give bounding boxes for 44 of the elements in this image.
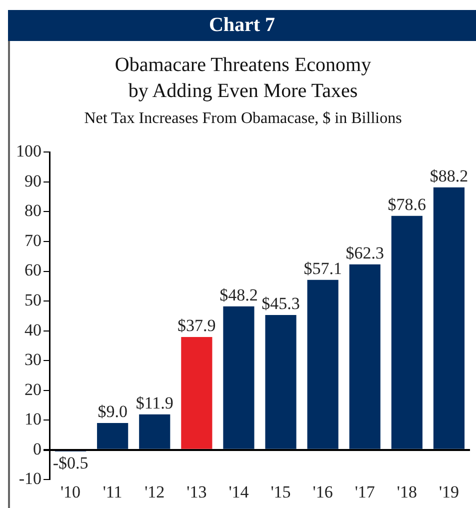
x-tick-label: '17 <box>354 482 376 502</box>
y-tick-label: 50 <box>24 290 42 310</box>
data-label: $45.3 <box>262 294 300 313</box>
x-tick-label: '11 <box>102 482 122 502</box>
x-tick-label: '12 <box>144 482 165 502</box>
y-tick-label: 40 <box>24 320 42 340</box>
data-label: $9.0 <box>98 402 128 422</box>
chart-title: Obamacare Threatens Economy by Adding Even More Taxes <box>114 53 372 104</box>
x-tick-label: '19 <box>438 482 460 502</box>
data-label: -$0.5 <box>52 453 88 472</box>
bar <box>181 337 212 449</box>
y-tick-label: 0 <box>33 439 42 458</box>
y-tick-label: 100 <box>16 142 42 161</box>
x-tick-label: '15 <box>270 482 291 502</box>
chart-subtitle: Net Tax Increases From Obamacase, $ in Billions <box>83 110 403 128</box>
data-label: $37.9 <box>178 316 216 335</box>
bar <box>391 216 422 449</box>
bar <box>139 414 170 449</box>
data-label: $57.1 <box>304 258 342 278</box>
x-tick-label: '18 <box>396 482 417 502</box>
caption: Chart 7 <box>8 10 476 41</box>
data-label: $78.6 <box>388 194 426 214</box>
y-tick-label: 70 <box>24 230 42 250</box>
bar <box>307 280 338 449</box>
y-tick-label: 30 <box>24 350 42 370</box>
bar <box>223 306 254 449</box>
data-label: $11.9 <box>136 393 174 412</box>
data-label: $88.2 <box>430 166 468 186</box>
bar <box>97 423 128 449</box>
x-tick-label: '14 <box>228 482 250 502</box>
y-tick-label: 60 <box>24 260 42 280</box>
x-tick-label: '13 <box>186 482 207 502</box>
y-tick-label: 90 <box>24 171 42 190</box>
y-tick-label: 10 <box>24 410 42 429</box>
y-tick-label: -10 <box>18 469 42 488</box>
y-tick-label: 80 <box>24 201 42 220</box>
y-tick-label: 20 <box>24 380 42 399</box>
x-tick-label: '16 <box>312 482 333 502</box>
x-tick-label: '10 <box>60 482 81 502</box>
bar <box>433 187 465 449</box>
bar <box>349 264 380 449</box>
bar <box>265 315 296 449</box>
data-label: $62.3 <box>346 243 384 262</box>
data-label: $48.2 <box>220 285 258 304</box>
